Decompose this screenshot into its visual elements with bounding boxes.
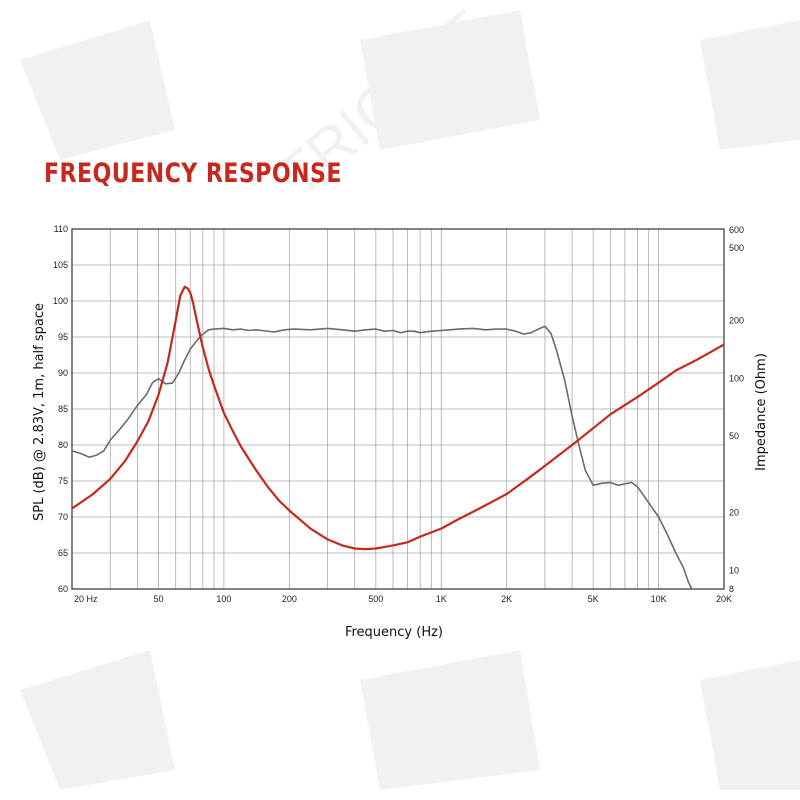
impedance-curve: [71, 285, 725, 551]
y2-tick-label: 600: [729, 225, 744, 235]
y-tick-label: 100: [53, 296, 68, 306]
y-tick-label: 90: [58, 368, 68, 378]
x-tick-label: 50: [153, 594, 163, 604]
y2-tick-label: 50: [729, 431, 739, 441]
y-tick-label: 95: [58, 332, 68, 342]
grid-lines: [72, 229, 724, 589]
x-axis-ticks: 20 Hz 50 100 200 500 1K 2K 5K 10K 20K: [74, 594, 732, 604]
y-tick-label: 70: [58, 512, 68, 522]
y-axis-label: SPL (dB) @ 2.83V, 1m, half space: [32, 303, 47, 521]
chart-title: FREQUENCY RESPONSE: [44, 158, 342, 189]
x-tick-label: 500: [368, 594, 383, 604]
x-tick-label: 5K: [588, 594, 599, 604]
plot-frame: [71, 228, 725, 590]
y2-tick-label: 500: [729, 243, 744, 253]
y2-tick-label: 20: [729, 508, 739, 518]
y-axis-ticks: 60 65 70 75 80 85 90 95 100 105 110: [53, 224, 68, 594]
x-tick-label: 20 Hz: [74, 594, 98, 604]
y2-tick-label: 10: [729, 565, 739, 575]
y-tick-label: 80: [58, 440, 68, 450]
series-lines: [71, 285, 725, 590]
x-tick-label: 200: [282, 594, 297, 604]
x-tick-label: 1K: [436, 594, 447, 604]
x-tick-label: 2K: [501, 594, 512, 604]
y2-tick-label: 100: [729, 373, 744, 383]
y-tick-label: 75: [58, 476, 68, 486]
y2-axis-ticks: 8 10 20 50 100 200 500 600: [729, 225, 744, 594]
spl-curve: [71, 325, 693, 590]
x-axis-label: Frequency (Hz): [345, 625, 443, 640]
y-tick-label: 85: [58, 404, 68, 414]
y-tick-label: 105: [53, 260, 68, 270]
y-tick-label: 60: [58, 584, 68, 594]
y2-tick-label: 200: [729, 316, 744, 326]
y2-axis-label: Impedance (Ohm): [754, 353, 769, 471]
x-tick-label: 20K: [716, 594, 732, 604]
y-tick-label: 110: [54, 224, 68, 234]
y2-tick-label: 8: [729, 584, 734, 594]
x-tick-label: 100: [216, 594, 231, 604]
x-tick-label: 10K: [651, 594, 667, 604]
y-tick-label: 65: [58, 548, 68, 558]
